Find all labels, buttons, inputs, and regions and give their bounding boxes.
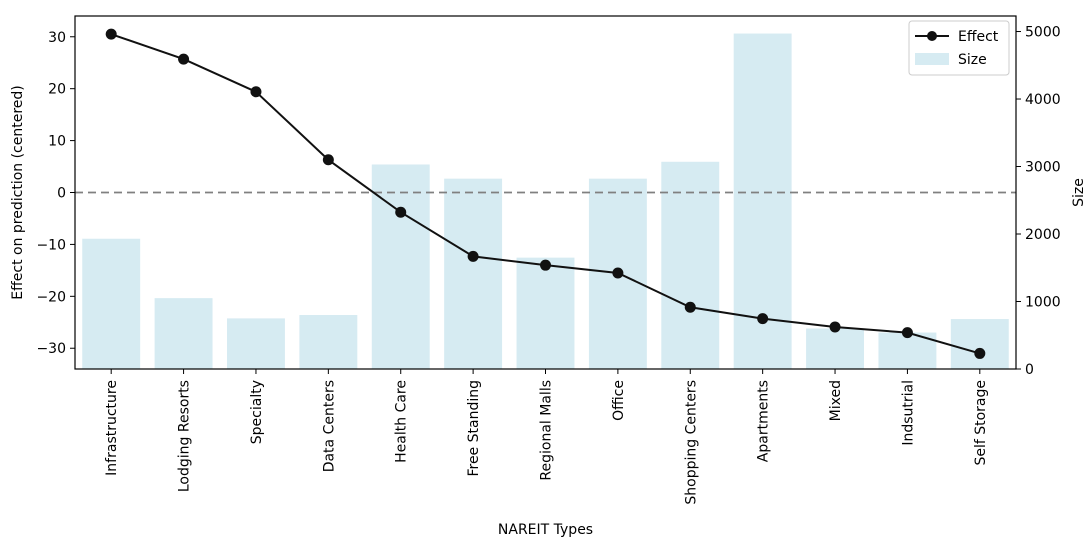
size-bar-3	[299, 315, 358, 369]
right-tick-label-2: 2000	[1025, 227, 1061, 243]
right-tick-label-3: 3000	[1025, 160, 1061, 176]
effect-point-10	[829, 321, 841, 333]
x-tick-label-6: Regional Malls	[539, 380, 555, 481]
effect-point-11	[901, 327, 913, 339]
effect-point-8	[684, 301, 696, 313]
right-axis-title: Size	[1071, 178, 1085, 207]
size-bars	[82, 33, 1009, 369]
effect-series	[105, 28, 986, 359]
left-axis-title: Effect on prediction (centered)	[10, 85, 26, 299]
x-tick-label-5: Free Standing	[466, 380, 482, 477]
size-bar-10	[806, 328, 864, 369]
effect-point-2	[250, 86, 262, 98]
legend-label-size: Size	[958, 52, 987, 68]
right-tick-label-4: 4000	[1025, 92, 1061, 108]
x-axis-title: NAREIT Types	[498, 522, 593, 538]
x-tick-label-7: Office	[611, 380, 627, 421]
left-tick-label-4: 10	[48, 134, 66, 150]
legend-effect-dot-marker	[927, 31, 937, 41]
size-bar-6	[516, 257, 575, 369]
x-tick-label-9: Apartments	[756, 380, 772, 462]
left-tick-label-2: −10	[36, 237, 66, 253]
size-bar-12	[950, 319, 1009, 369]
size-bar-1	[154, 298, 213, 369]
left-tick-label-1: −20	[36, 289, 66, 305]
effect-point-3	[322, 154, 334, 166]
x-tick-label-4: Health Care	[394, 380, 410, 463]
effect-point-1	[178, 53, 190, 65]
right-tick-label-0: 0	[1025, 362, 1034, 378]
x-tick-label-8: Shopping Centers	[683, 380, 699, 505]
right-tick-label-5: 5000	[1025, 25, 1061, 41]
size-bar-5	[444, 178, 503, 369]
size-bar-8	[661, 161, 720, 369]
x-tick-label-11: Indsutrial	[900, 380, 916, 446]
size-bar-0	[82, 238, 141, 369]
effect-point-7	[612, 267, 624, 279]
right-tick-label-1: 1000	[1025, 295, 1061, 311]
x-tick-label-12: Self Storage	[973, 380, 989, 466]
legend-label-effect: Effect	[958, 29, 999, 45]
x-tick-label-10: Mixed	[828, 380, 844, 421]
left-tick-label-5: 20	[48, 82, 66, 98]
x-tick-label-1: Lodging Resorts	[177, 380, 193, 492]
left-axis-ticks: −30 −20 −10 0 10 20 30	[36, 30, 75, 357]
left-tick-label-3: 0	[57, 186, 66, 202]
effect-point-4	[395, 206, 407, 218]
effect-point-12	[974, 347, 986, 359]
effect-point-0	[105, 28, 117, 40]
right-axis-ticks: 0 1000 2000 3000 4000 5000	[1016, 25, 1061, 378]
x-tick-label-0: Infrastructure	[104, 380, 120, 476]
size-bar-4	[371, 164, 430, 369]
legend-size-swatch	[915, 53, 949, 65]
effect-point-6	[540, 259, 551, 271]
effect-point-9	[757, 313, 769, 325]
x-tick-label-3: Data Centers	[321, 380, 337, 472]
left-tick-label-6: 30	[48, 30, 66, 46]
left-tick-label-0: −30	[36, 341, 66, 357]
size-bar-9	[733, 33, 792, 369]
x-tick-label-2: Specialty	[249, 380, 265, 444]
legend: Effect Size	[908, 20, 1010, 76]
x-axis-ticks: Infrastructure Lodging Resorts Specialty Da…	[104, 369, 989, 505]
size-bar-2	[227, 318, 285, 369]
effect-point-5	[467, 250, 479, 262]
